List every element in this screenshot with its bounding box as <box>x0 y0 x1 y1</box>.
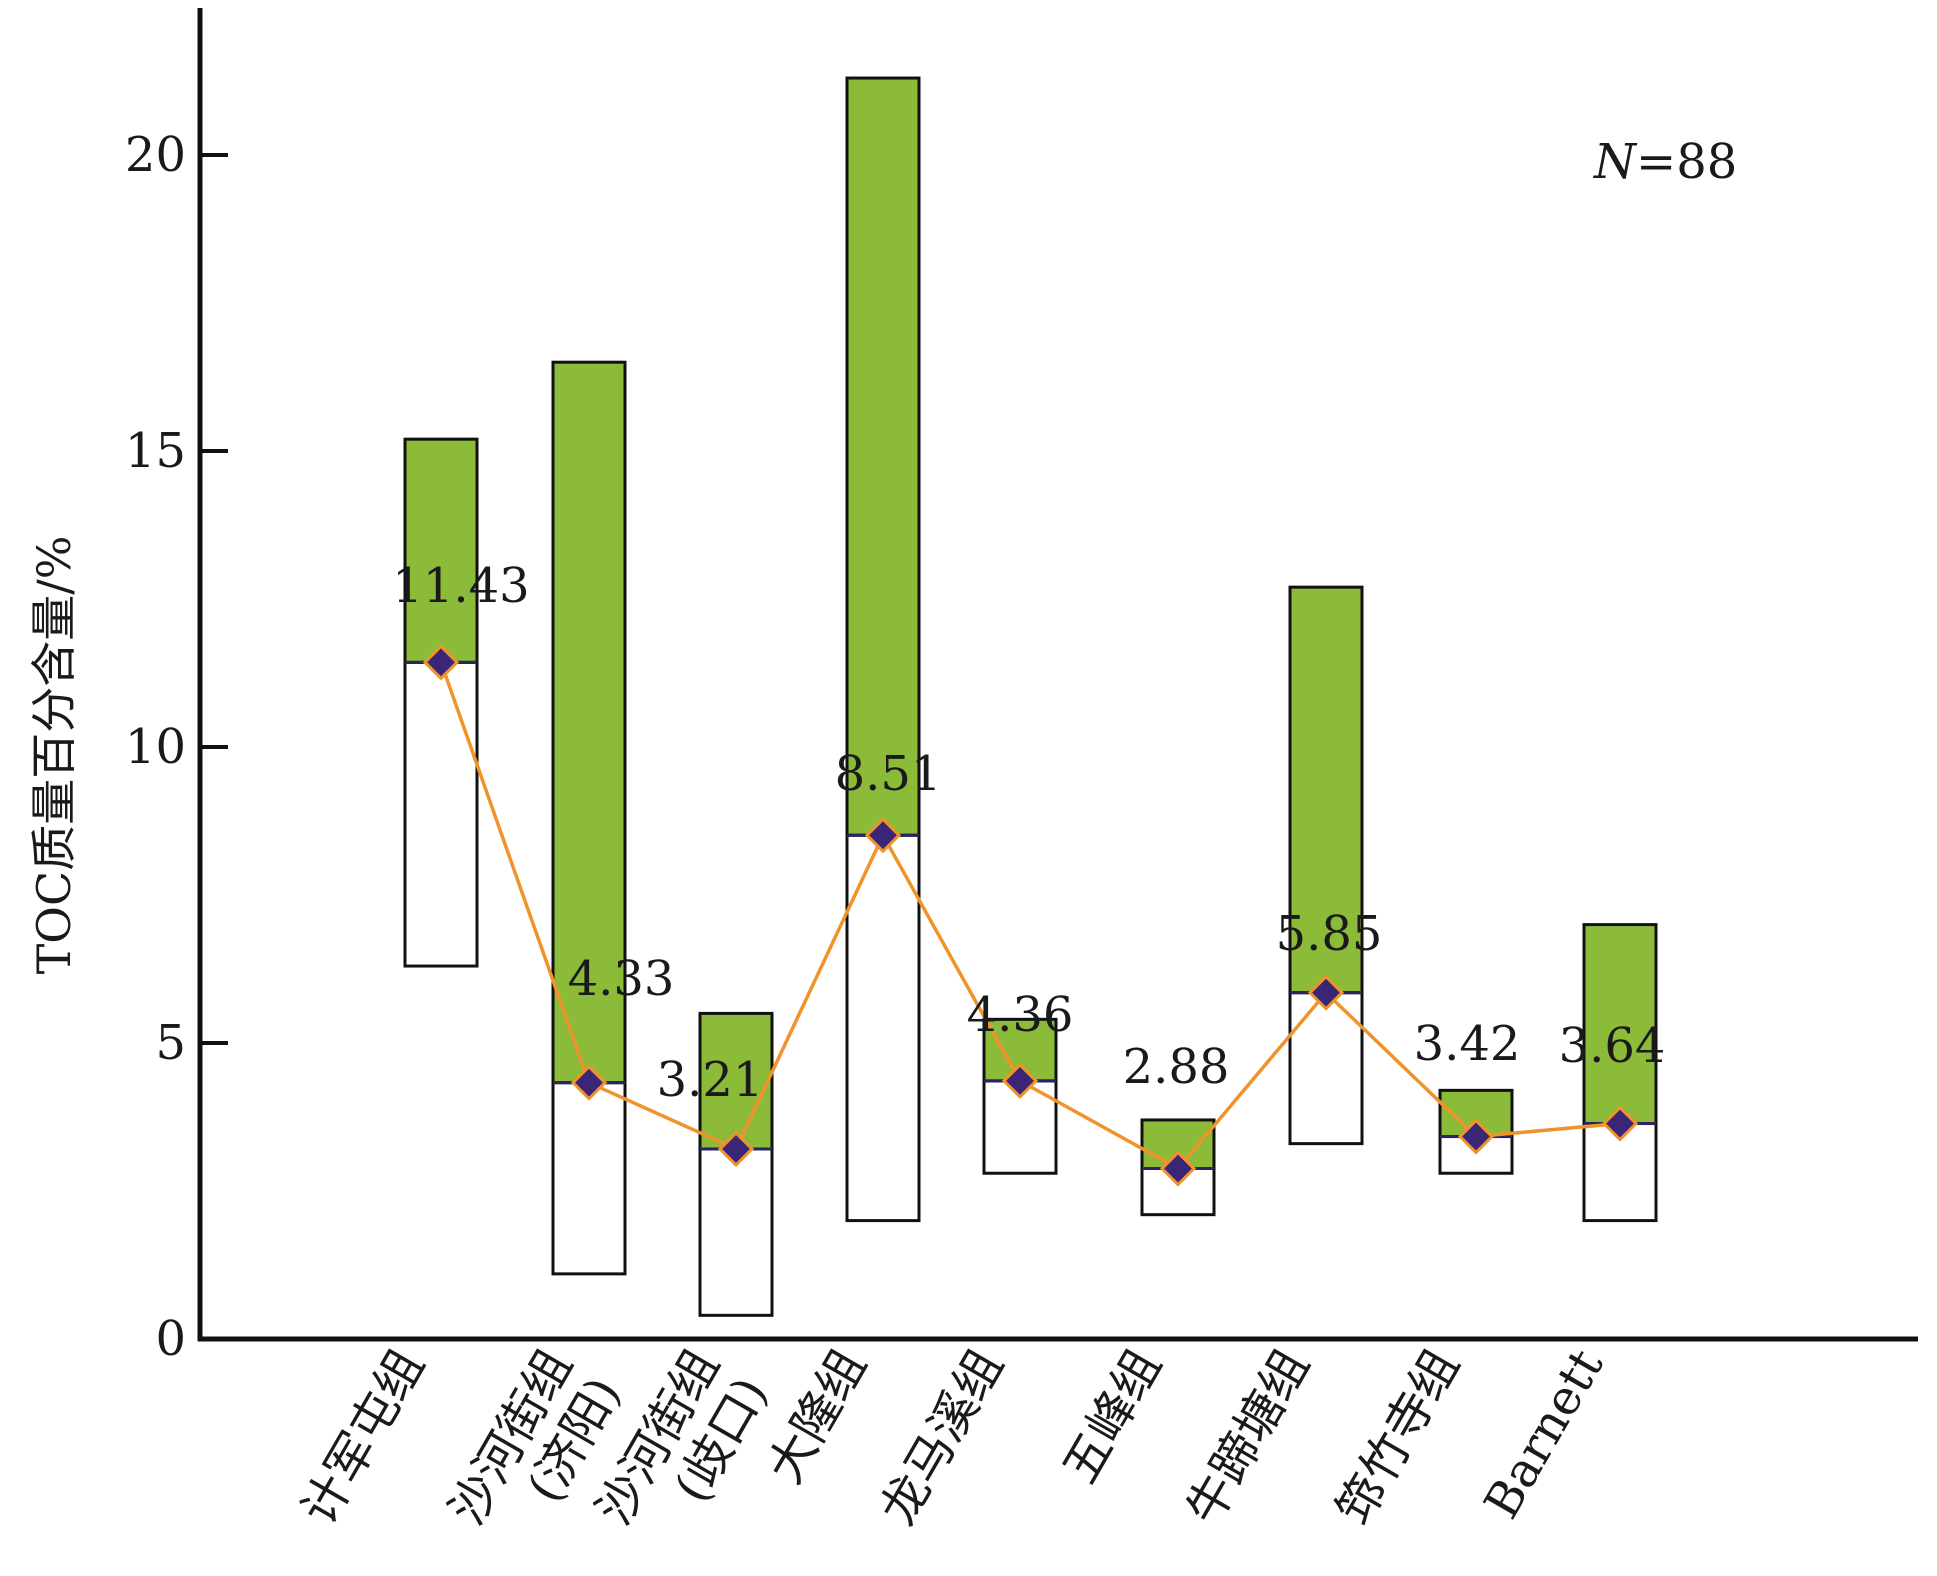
category-label-8-line-0: Barnett <box>1474 1340 1615 1528</box>
value-label-0: 11.43 <box>392 558 529 614</box>
category-label-1: 沙河街组(济阳) <box>439 1340 632 1534</box>
y-tick-layer: 0 5 10 15 20 <box>125 127 228 1367</box>
bar-lower-1 <box>551 1081 627 1276</box>
category-label-3: 大隆组 <box>757 1340 878 1493</box>
sample-count-annotation: N=88 <box>1593 134 1737 190</box>
marker-layer <box>422 644 1639 1187</box>
mean-marker-7 <box>1457 1118 1495 1155</box>
bar-upper-2 <box>698 1011 774 1151</box>
category-label-2: 沙河街组(歧口) <box>586 1340 779 1534</box>
category-label-0-line-0: 计军屯组 <box>291 1340 436 1534</box>
value-label-3: 8.51 <box>835 746 942 802</box>
category-label-4: 龙马溪组 <box>870 1340 1015 1534</box>
mean-marker-3 <box>864 817 902 854</box>
category-label-6-line-0: 牛蹄塘组 <box>1176 1340 1321 1534</box>
bar-lower-0 <box>403 660 479 968</box>
sample-count-value: =88 <box>1636 134 1737 190</box>
value-label-1: 4.33 <box>568 951 675 1007</box>
y-tick-label-0: 0 <box>155 1311 186 1367</box>
bar-upper-0 <box>403 437 479 664</box>
value-label-6: 5.85 <box>1276 906 1383 962</box>
category-label-8: Barnett <box>1474 1340 1615 1528</box>
mean-marker-6 <box>1307 974 1345 1011</box>
category-label-7-line-0: 筇竹寺组 <box>1326 1340 1471 1534</box>
category-label-0: 计军屯组 <box>291 1340 436 1534</box>
category-label-3-line-0: 大隆组 <box>757 1340 878 1493</box>
category-label-5-line-0: 五峰组 <box>1052 1340 1173 1493</box>
axes-layer <box>197 8 1918 1342</box>
y-tick-label-2: 10 <box>125 719 186 775</box>
bar-lower-2 <box>698 1147 774 1317</box>
y-axis-label: TOC质量百分含量/% <box>27 536 81 975</box>
category-label-7: 筇竹寺组 <box>1326 1340 1471 1534</box>
mean-marker-2 <box>717 1130 755 1168</box>
category-label-4-line-0: 龙马溪组 <box>870 1340 1015 1534</box>
bar-upper-3 <box>845 76 921 837</box>
value-label-2: 3.21 <box>657 1052 764 1108</box>
bar-upper-6 <box>1288 585 1364 995</box>
sample-count-symbol: N <box>1593 134 1638 190</box>
y-tick-label-1: 5 <box>155 1015 186 1071</box>
category-label-6: 牛蹄塘组 <box>1176 1340 1321 1534</box>
y-tick-label-4: 20 <box>125 127 186 183</box>
value-label-8: 3.64 <box>1559 1018 1666 1074</box>
value-label-4: 4.36 <box>967 987 1074 1043</box>
bar-upper-8 <box>1582 923 1658 1126</box>
value-label-5: 2.88 <box>1123 1039 1230 1095</box>
mean-marker-5 <box>1159 1150 1197 1187</box>
mean-marker-1 <box>570 1064 608 1101</box>
mean-marker-4 <box>1001 1062 1039 1100</box>
y-tick-label-3: 15 <box>125 423 186 479</box>
value-label-layer: 11.43 4.33 3.21 8.51 4.36 2.88 5.85 3.42 3.64 <box>392 558 1665 1108</box>
mean-marker-0 <box>422 644 460 681</box>
mean-marker-8 <box>1601 1105 1639 1142</box>
value-label-7: 3.42 <box>1414 1016 1521 1072</box>
category-label-5: 五峰组 <box>1052 1340 1173 1493</box>
bar-lower-3 <box>845 833 921 1223</box>
